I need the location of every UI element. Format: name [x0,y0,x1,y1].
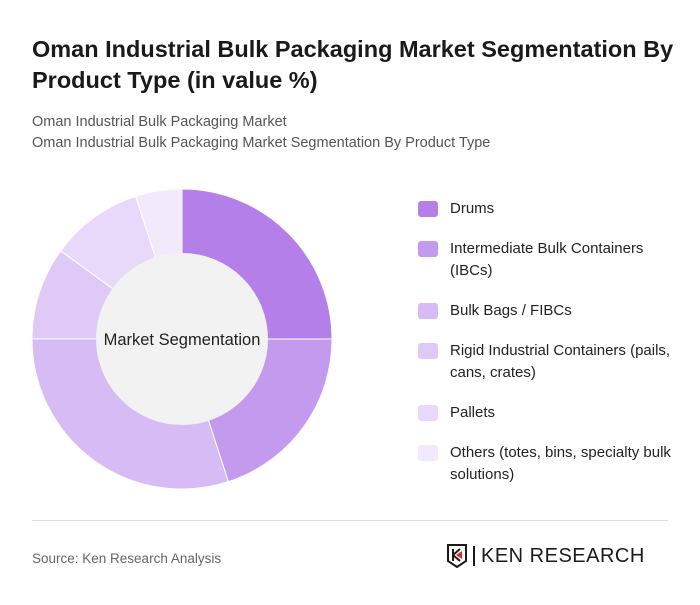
donut-chart: Market Segmentation [31,188,333,490]
legend-label: Drums [450,200,495,217]
subtitle-2: Oman Industrial Bulk Packaging Market Se… [32,135,491,151]
legend-label: Rigid Industrial Containers (pails, cans… [450,342,671,381]
ken-research-logo: KEN RESEARCH [447,544,645,568]
legend-label: Intermediate Bulk Containers (IBCs) [450,240,644,279]
logo-text: KEN RESEARCH [473,546,645,566]
center-label: Market Segmentation [104,331,261,349]
donut-center [96,253,268,425]
subtitle-1: Oman Industrial Bulk Packaging Market [32,114,287,130]
legend-swatch [418,241,438,257]
legend-item: Intermediate Bulk Containers (IBCs) [418,238,688,282]
legend-item: Bulk Bags / FIBCs [418,300,688,322]
legend-label: Others (totes, bins, specialty bulk solu… [450,444,671,483]
divider [32,520,668,521]
legend-swatch [418,303,438,319]
legend-swatch [418,445,438,461]
legend: Drums Intermediate Bulk Containers (IBCs)… [418,198,688,504]
legend-swatch [418,343,438,359]
legend-item: Rigid Industrial Containers (pails, cans… [418,340,688,384]
legend-label: Bulk Bags / FIBCs [450,302,572,319]
legend-item: Others (totes, bins, specialty bulk solu… [418,442,688,486]
chart-title: Oman Industrial Bulk Packaging Market Se… [32,36,674,93]
legend-swatch [418,405,438,421]
legend-item: Drums [418,198,688,220]
legend-label: Pallets [450,404,496,421]
logo-mark-icon [447,544,467,568]
source-note: Source: Ken Research Analysis [32,551,222,566]
legend-item: Pallets [418,402,688,424]
legend-swatch [418,201,438,217]
